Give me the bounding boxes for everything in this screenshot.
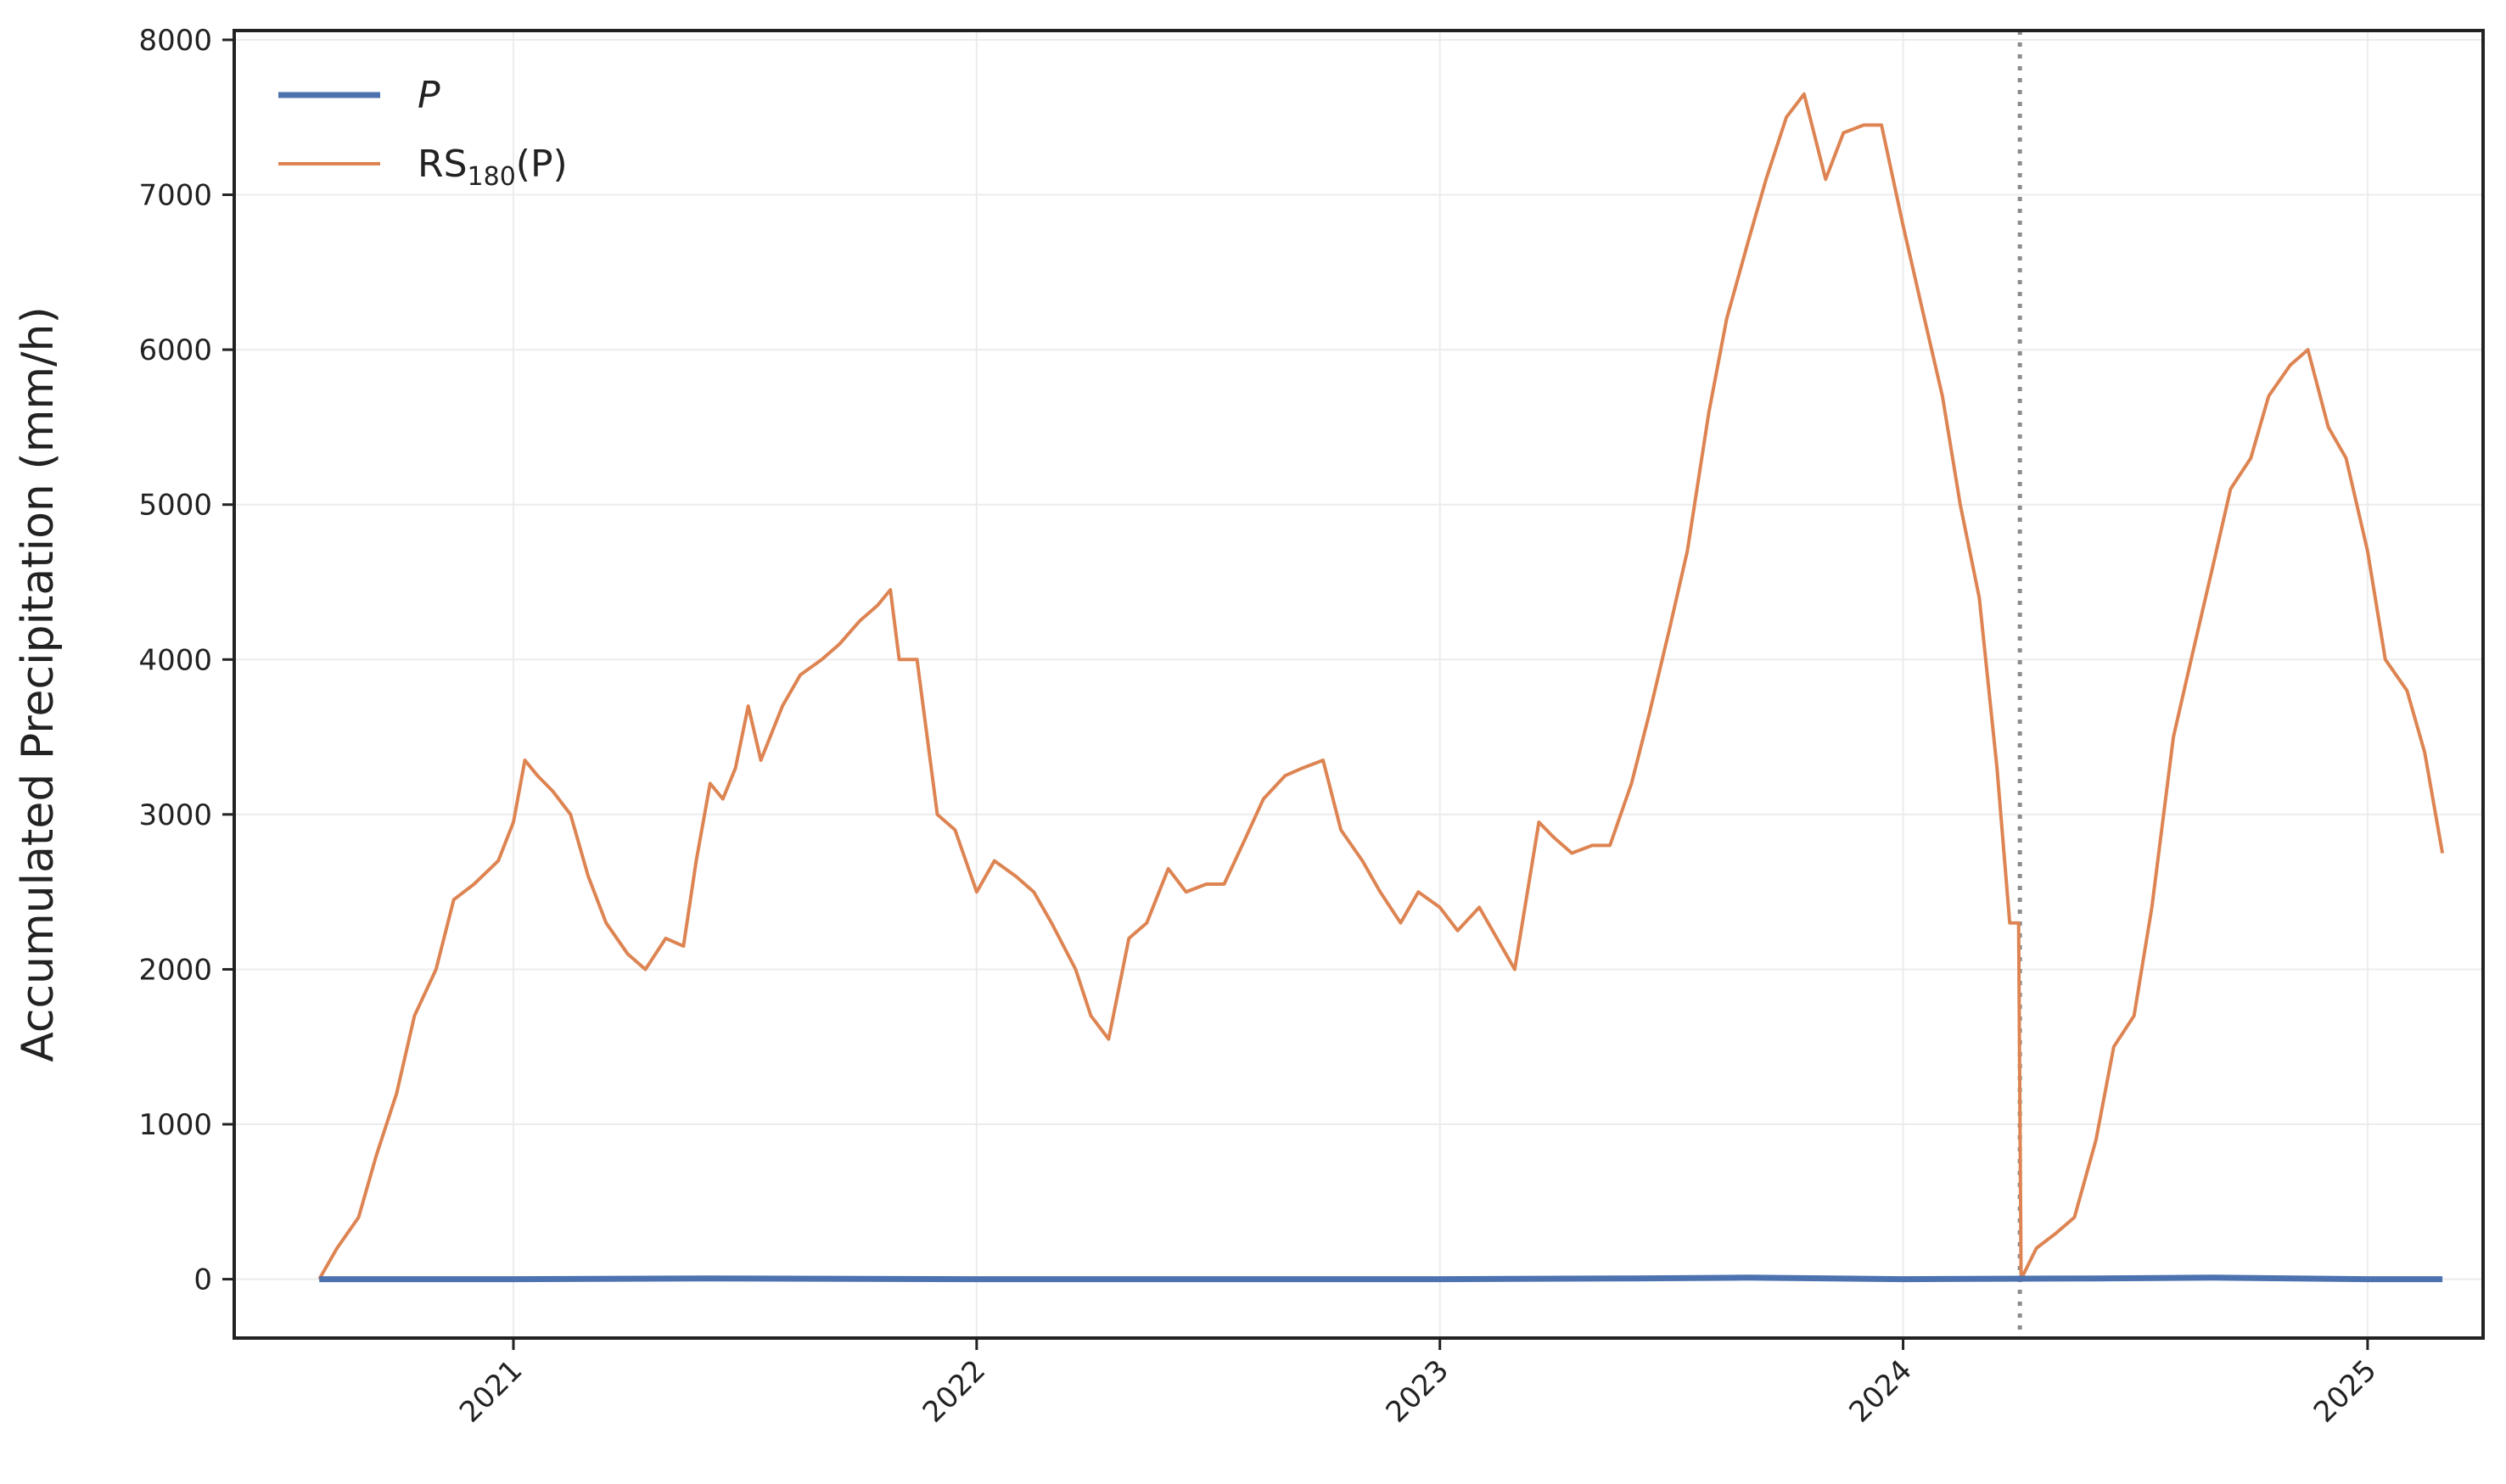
x-tick-label: 2024: [1842, 1353, 1918, 1429]
legend-label-rs180-sub: 180: [468, 162, 516, 192]
y-axis: 0 1000 2000 3000 4000 5000 6000 7000 8000: [138, 24, 234, 1297]
y-tick-label: 3000: [138, 798, 212, 832]
series-line-rs180: [317, 92, 2445, 1281]
legend-label-rs180-arg: (P): [516, 143, 568, 186]
x-tick-label: 2022: [917, 1353, 992, 1429]
y-tick-label: 1000: [138, 1108, 212, 1142]
y-tick-label: 2000: [138, 953, 212, 987]
series-line-p: [319, 1274, 2443, 1283]
y-axis-title: Accumulated Precipitation (mm/h): [13, 306, 64, 1062]
legend-label-rs180: RS180(P): [418, 143, 568, 192]
y-tick-label: 8000: [138, 24, 212, 58]
grid: [234, 31, 2483, 1338]
series-layer: [317, 92, 2445, 1283]
x-tick-label: 2021: [453, 1353, 529, 1429]
legend: P RS180(P): [278, 74, 568, 192]
y-tick-label: 4000: [138, 643, 212, 677]
y-tick-label: 0: [193, 1263, 212, 1297]
legend-label-p: P: [418, 74, 440, 117]
y-tick-label: 7000: [138, 179, 212, 213]
legend-label-rs180-main: RS: [418, 143, 468, 186]
x-tick-label: 2025: [2307, 1353, 2383, 1429]
y-tick-label: 5000: [138, 489, 212, 523]
x-axis: 2021 2022 2023 2024 2025: [453, 1338, 2383, 1430]
x-tick-label: 2023: [1380, 1353, 1455, 1429]
plot-frame: [233, 29, 2485, 1340]
y-tick-label: 6000: [138, 333, 212, 367]
